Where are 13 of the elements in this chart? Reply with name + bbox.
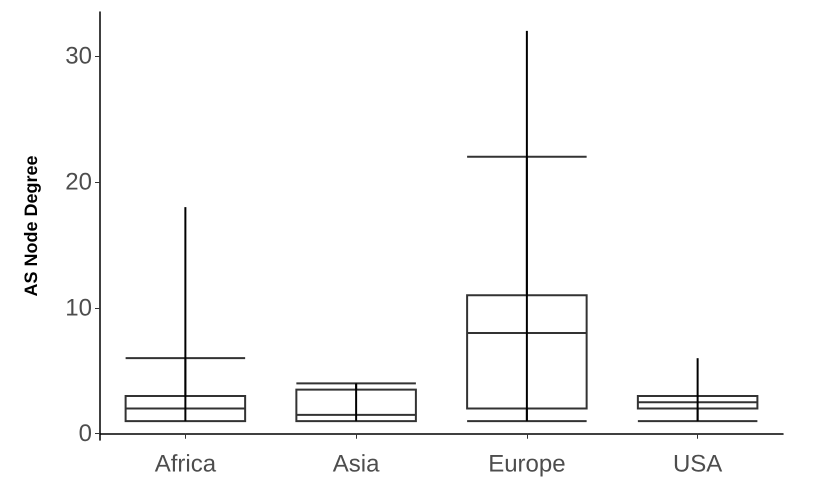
y-tick-label: 10 bbox=[65, 294, 92, 322]
bar bbox=[355, 383, 358, 422]
y-tick-label: 20 bbox=[65, 168, 92, 196]
x-tick-label: Europe bbox=[488, 450, 566, 478]
bar bbox=[184, 207, 186, 422]
y-tick-label: 0 bbox=[78, 420, 92, 448]
x-tick-label: Africa bbox=[154, 450, 217, 478]
x-tick-label: USA bbox=[672, 450, 722, 478]
y-tick-label: 30 bbox=[65, 42, 92, 70]
bar bbox=[526, 30, 528, 422]
x-tick-label: Asia bbox=[332, 450, 380, 478]
y-axis-title: AS Node Degree bbox=[21, 155, 41, 297]
bar bbox=[696, 358, 699, 422]
